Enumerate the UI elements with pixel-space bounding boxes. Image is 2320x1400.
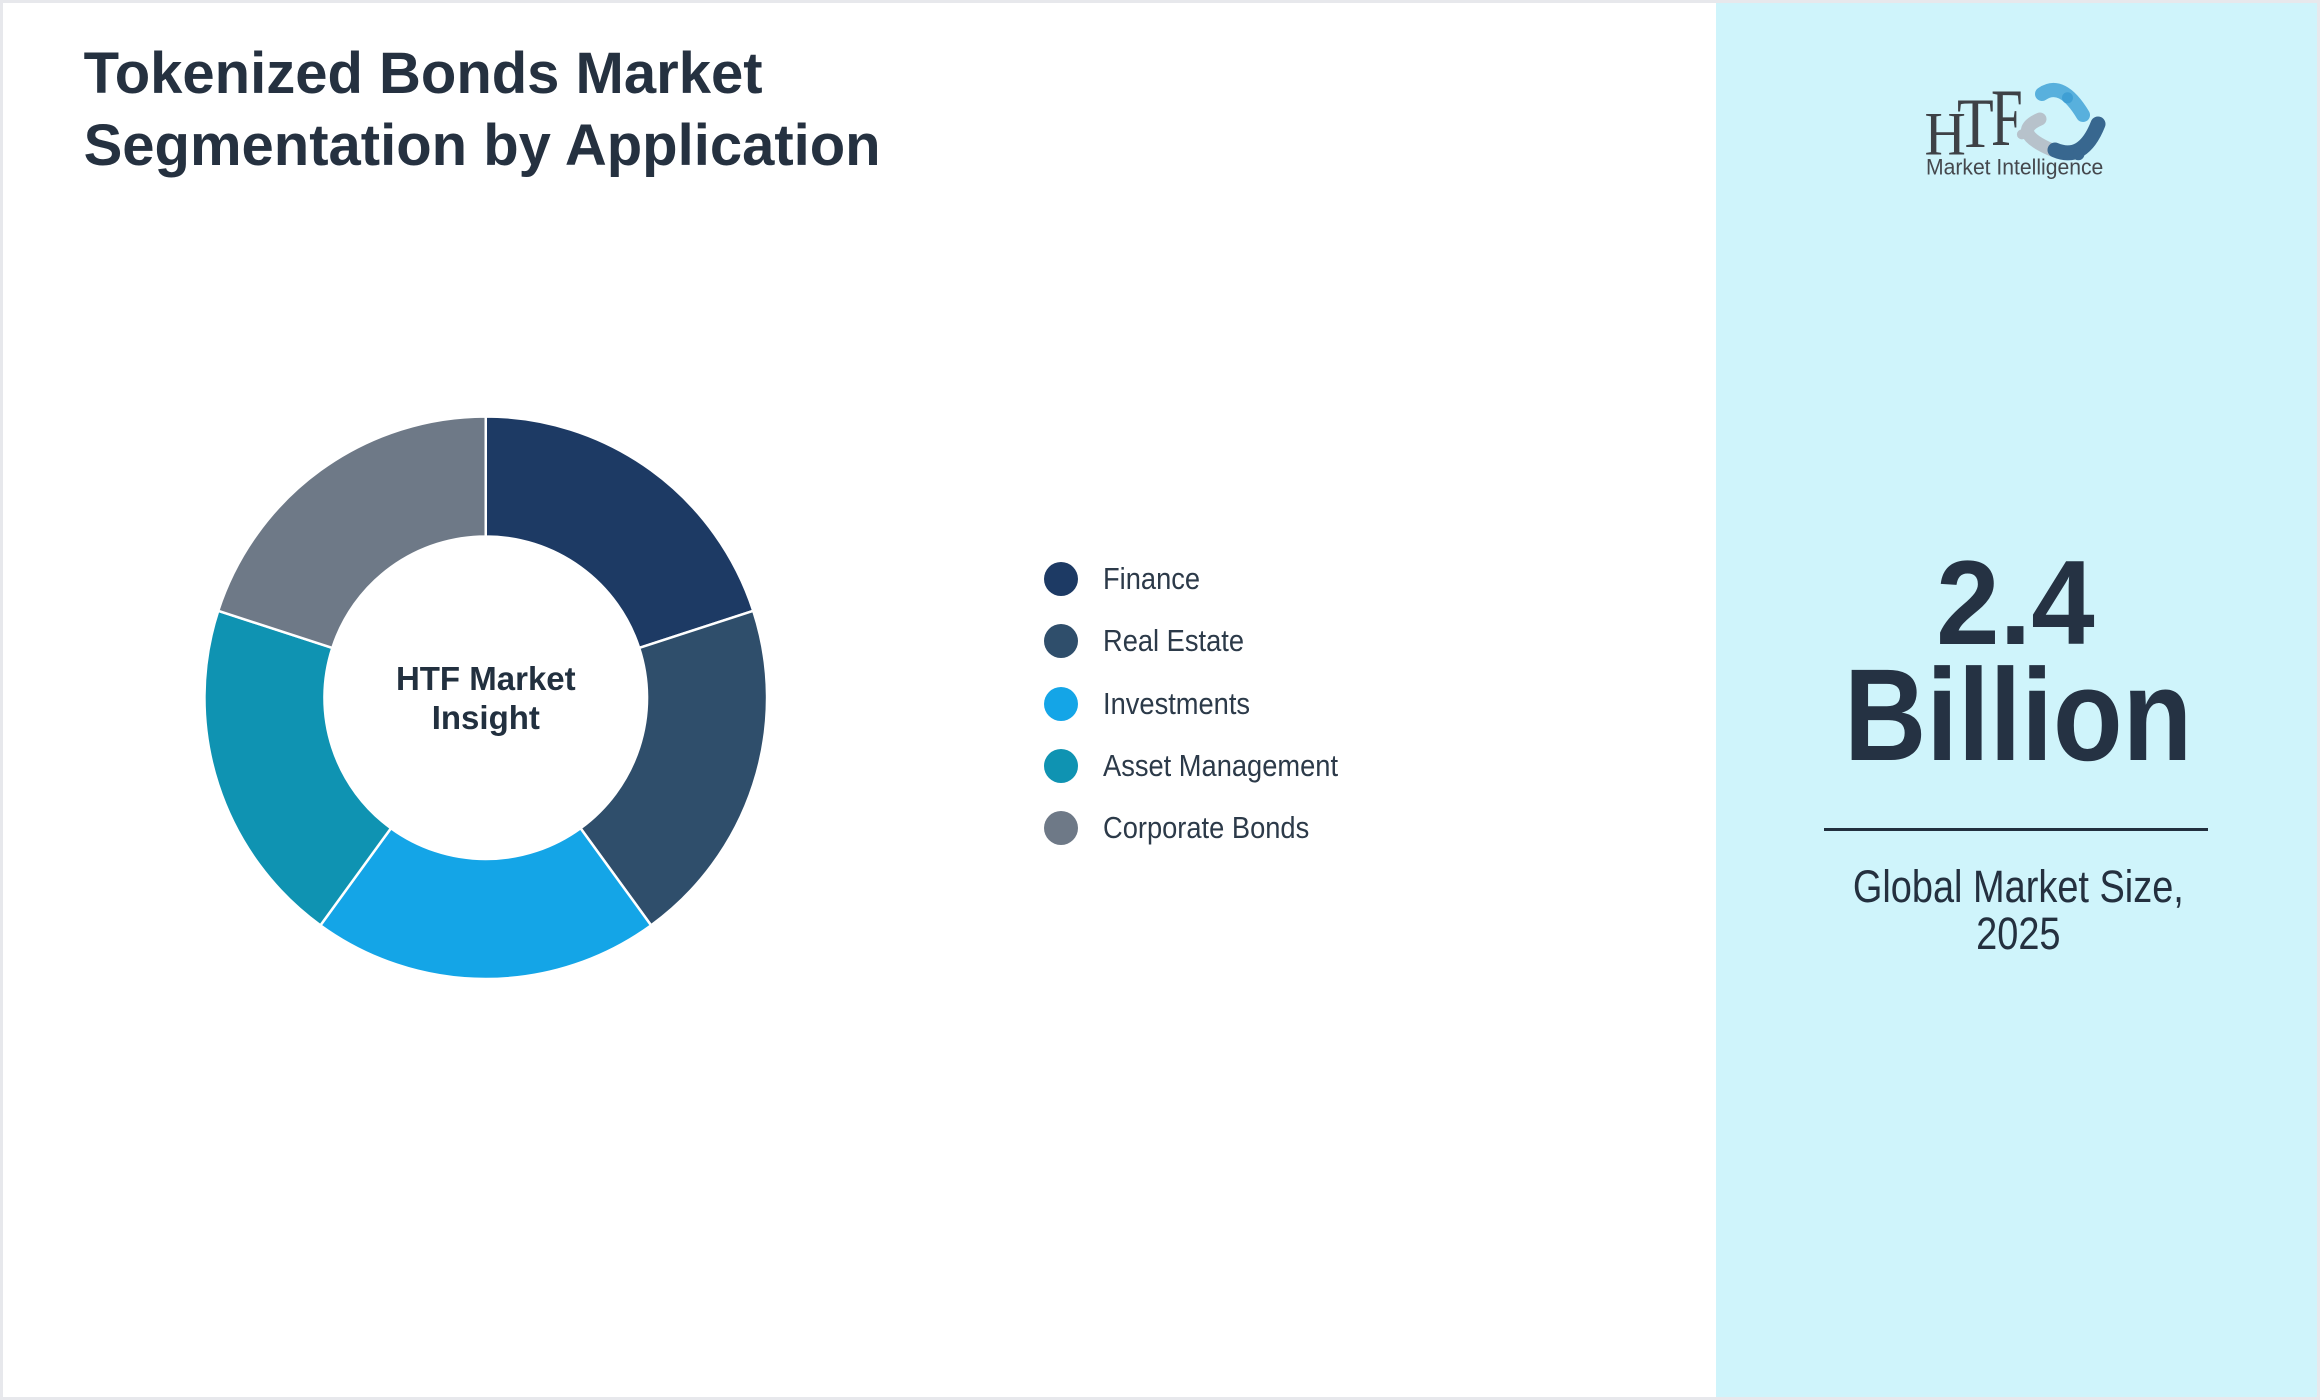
svg-text:H: H: [1925, 100, 1966, 168]
svg-text:F: F: [1991, 73, 2023, 163]
svg-text:Market Intelligence: Market Intelligence: [1926, 155, 2103, 180]
svg-text:T: T: [1957, 86, 1994, 164]
